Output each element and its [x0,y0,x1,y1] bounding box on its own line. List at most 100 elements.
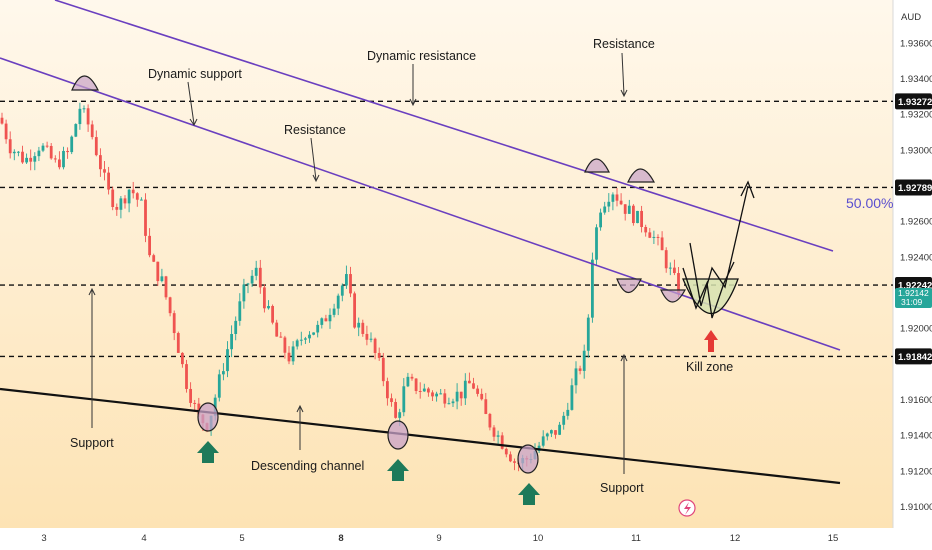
candle-body-139 [570,385,574,410]
level-label-3: 1.91842 [898,352,932,363]
level-tag-3 [895,348,932,365]
candle-body-150 [615,194,619,201]
candle-body-19 [78,108,82,125]
candle-body-73 [299,339,303,341]
candle-body-61 [250,275,254,284]
candle-body-43 [176,333,180,353]
y-tick-label-6: 1.92000 [900,324,932,335]
candle-body-112 [459,391,463,399]
candle-body-37 [152,255,156,262]
candle-body-107 [439,393,443,395]
candle-body-41 [168,297,172,314]
candle-body-36 [148,235,151,256]
plot-background [0,0,893,528]
candle-body-102 [418,390,422,392]
candle-body-45 [185,364,188,389]
candle-body-122 [500,435,504,449]
candle-body-159 [652,236,656,238]
bottom-touch-1 [616,278,642,294]
level-label-0: 1.93272 [898,97,932,108]
candle-body-35 [144,199,147,236]
x-tick-label-2: 5 [239,533,244,544]
x-tick-label-4: 9 [436,533,441,544]
candle-body-27 [111,189,115,207]
candle-body-0 [0,117,4,124]
candle-body-113 [463,380,467,399]
candle-body-1 [4,123,8,140]
candle-body-124 [509,454,512,462]
candle-body-39 [160,276,164,282]
y-tick-label-8: 1.91400 [900,431,932,442]
candle-body-17 [70,136,74,153]
candle-body-2 [8,139,12,154]
lightning-icon[interactable] [678,499,696,517]
x-tick-label-8: 15 [828,533,839,544]
candle-body-8 [33,156,37,162]
candle-body-164 [673,267,676,274]
candle-body-42 [172,313,176,334]
y-tick-label-10: 1.91000 [900,502,932,513]
label-descending-channel: Descending channel [251,459,364,473]
y-tick-label-2: 1.93200 [900,110,932,121]
candle-body-157 [644,227,648,233]
candle-body-75 [308,334,311,339]
level-tag-1 [895,179,932,196]
candle-body-7 [29,157,33,162]
candle-body-148 [607,201,611,207]
candle-body-89 [365,333,369,340]
candle-body-60 [246,283,250,285]
candle-body-23 [94,137,98,156]
candle-body-132 [541,436,545,446]
candle-body-69 [283,337,287,353]
kill-zone-arrow [704,330,718,352]
candle-body-90 [369,338,373,340]
candle-body-152 [623,204,627,214]
candle-body-46 [189,388,192,403]
candle-body-71 [291,346,295,362]
candle-body-18 [74,124,78,137]
candle-body-22 [90,124,94,138]
candle-body-80 [328,314,332,322]
candle-body-72 [295,340,299,347]
time-axis-panel [0,528,932,550]
label-resistance-top: Resistance [593,37,655,51]
candle-body-147 [603,206,607,213]
candle-body-48 [197,403,201,415]
top-touch-1 [71,75,99,91]
candle-body-3 [12,151,16,154]
candle-body-84 [345,274,348,286]
candle-body-94 [386,381,389,399]
bottom-touch-2 [660,289,687,303]
candle-body-70 [287,352,291,362]
support-trendline [0,387,841,485]
candle-body-136 [558,424,561,435]
support-touch-1 [197,402,219,432]
candle-body-66 [271,305,274,323]
candle-body-95 [390,398,393,403]
x-tick-label-0: 3 [41,533,46,544]
label-support-right: Support [600,481,644,495]
candle-body-98 [402,386,406,413]
candle-body-33 [135,193,139,200]
candle-body-85 [349,274,352,294]
candle-body-29 [119,198,123,210]
candle-body-155 [636,210,639,224]
candle-body-65 [267,305,270,309]
candle-body-16 [66,150,69,153]
top-touch-3 [627,168,656,183]
candle-body-117 [480,393,484,400]
candle-body-4 [17,151,20,153]
candle-body-120 [492,427,496,437]
candle-body-134 [550,430,553,434]
candle-body-64 [263,287,266,309]
candle-body-68 [279,336,283,338]
y-tick-label-5: 1.92400 [900,252,932,263]
candle-body-62 [254,267,258,276]
countdown-timer: 31:09 [901,297,923,307]
x-tick-label-3: 8 [338,533,343,544]
candle-body-141 [578,368,582,371]
label-resistance-mid: Resistance [284,123,346,137]
candle-body-87 [357,322,361,328]
candle-body-57 [234,320,238,334]
